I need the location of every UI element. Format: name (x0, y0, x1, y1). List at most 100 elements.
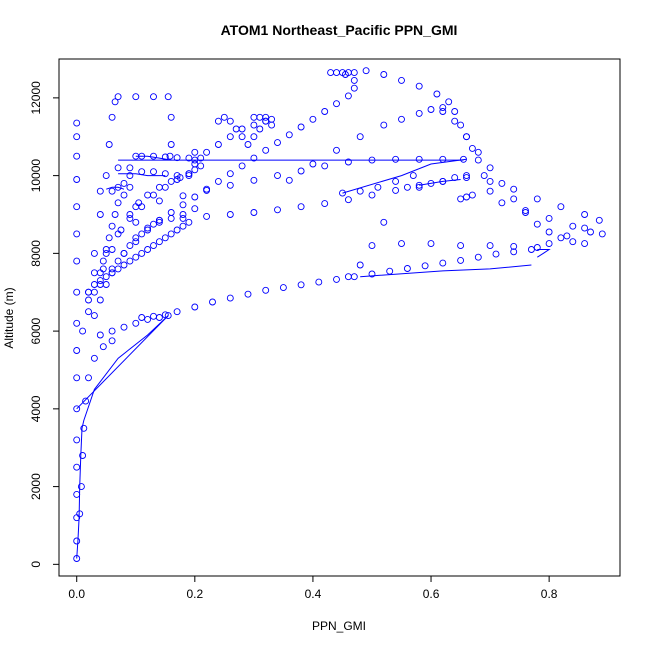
data-point (386, 267, 394, 275)
data-point (226, 133, 234, 141)
data-point (279, 284, 287, 292)
data-point (457, 121, 465, 129)
data-point (96, 269, 104, 277)
data-point (167, 141, 175, 148)
data-point (439, 108, 447, 115)
data-point (120, 179, 128, 187)
data-point (250, 113, 258, 121)
data-point (73, 436, 81, 444)
data-point (203, 186, 211, 194)
data-point (226, 181, 234, 189)
data-point (250, 154, 258, 162)
data-point (73, 288, 81, 296)
data-point (114, 265, 122, 273)
y-tick-label: 6000 (29, 317, 43, 344)
series-line (537, 249, 551, 258)
data-point (77, 483, 85, 491)
data-point (99, 265, 107, 273)
data-point (427, 240, 435, 248)
data-point (297, 281, 305, 289)
data-point (132, 238, 140, 246)
data-point (73, 119, 81, 127)
data-point (73, 463, 81, 471)
data-point (350, 69, 358, 77)
data-point (457, 195, 465, 203)
data-point (73, 374, 81, 382)
data-point (73, 490, 81, 498)
data-point (415, 183, 423, 191)
data-point (79, 452, 87, 459)
data-point (468, 144, 476, 152)
data-point (421, 262, 429, 270)
data-point (439, 259, 447, 267)
data-point (486, 242, 494, 250)
data-point (368, 242, 376, 250)
data-point (427, 106, 435, 113)
data-point (274, 206, 281, 214)
data-point (90, 354, 98, 362)
data-point (108, 187, 116, 195)
data-point (150, 312, 157, 320)
data-point (102, 281, 110, 288)
series-line (76, 315, 169, 559)
data-point (96, 331, 104, 339)
data-point (226, 170, 234, 178)
data-point (557, 234, 565, 242)
data-point (73, 230, 81, 238)
data-point (268, 115, 276, 123)
data-point (96, 211, 104, 218)
data-point (179, 201, 187, 209)
data-point (533, 220, 541, 228)
data-point (250, 133, 258, 141)
y-tick-label: 8000 (29, 240, 43, 267)
data-point (268, 121, 276, 129)
data-point (533, 244, 541, 251)
data-point (80, 424, 88, 432)
data-point (150, 168, 157, 176)
series-line (342, 158, 467, 194)
chart-title: ATOM1 Northeast_Pacific PPN_GMI (221, 22, 458, 38)
data-point (439, 104, 447, 112)
series-line (76, 315, 169, 410)
data-point (144, 315, 152, 323)
data-point (108, 246, 116, 253)
data-point (463, 133, 470, 141)
data-point (144, 224, 152, 232)
data-point (179, 192, 187, 200)
data-point (138, 203, 146, 211)
data-point (463, 172, 470, 180)
data-point (250, 209, 258, 216)
data-point (105, 141, 113, 148)
data-point (191, 303, 199, 311)
y-tick-label: 4000 (29, 395, 43, 422)
data-point (238, 125, 246, 133)
data-point (126, 172, 134, 180)
x-tick-label: 0.4 (305, 587, 322, 601)
data-point (498, 199, 506, 207)
data-point (120, 191, 128, 199)
data-point (309, 160, 317, 168)
y-tick-label: 12000 (29, 81, 43, 115)
data-point (114, 93, 122, 101)
data-point (256, 125, 264, 133)
data-point (132, 234, 140, 242)
data-point (315, 278, 323, 286)
data-point (185, 172, 193, 180)
data-point (297, 167, 305, 175)
data-point (155, 314, 163, 321)
data-point (474, 156, 482, 164)
data-point (120, 323, 128, 331)
data-point (155, 197, 163, 205)
data-point (285, 131, 293, 139)
data-point (250, 176, 258, 184)
data-point (209, 298, 216, 306)
data-point (368, 191, 376, 199)
data-point (144, 246, 152, 253)
data-point (356, 133, 364, 141)
data-point (96, 296, 104, 304)
data-point (510, 248, 518, 256)
data-point (99, 257, 107, 265)
data-point (527, 246, 535, 253)
data-point (73, 257, 81, 265)
